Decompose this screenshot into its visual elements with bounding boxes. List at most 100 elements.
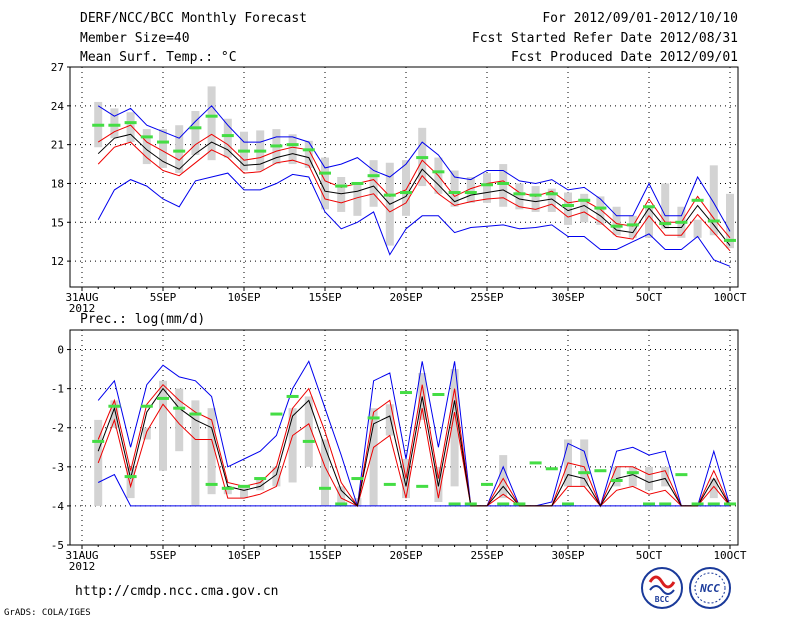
y-tick-label: 15: [51, 216, 64, 229]
source-url[interactable]: http://cmdp.ncc.cma.gov.cn: [75, 584, 279, 599]
y-tick-label: 12: [51, 255, 64, 268]
spread-bar: [645, 466, 653, 491]
spread-bar: [288, 408, 297, 483]
x-tick-label: 31AUG: [65, 549, 98, 562]
spread-bar: [321, 157, 329, 210]
member-size-label: Member Size=40: [80, 31, 190, 46]
x-tick-label: 25SEP: [470, 549, 503, 562]
forecast-period: For 2012/09/01-2012/10/10: [542, 11, 738, 26]
spread-bar: [272, 466, 281, 487]
lower-band-line: [97, 403, 731, 507]
spread-bar: [402, 160, 410, 216]
spread-bar: [110, 400, 119, 428]
x-tick-label: 20SEP: [389, 291, 422, 304]
spread-bar: [450, 170, 459, 207]
x-tick-label: 10OCT: [713, 549, 746, 562]
y-tick-label: -3: [51, 461, 64, 474]
spread-bar: [94, 419, 103, 506]
spread-bar: [240, 486, 248, 499]
spread-bar: [726, 193, 734, 249]
spread-bar: [385, 404, 394, 436]
spread-bar: [353, 498, 362, 506]
bcc-swirl-icon: [648, 575, 676, 589]
precip-panel-frame: [69, 329, 739, 546]
x-tick-label: 30SEP: [551, 291, 584, 304]
ncc-globe-icon: [694, 572, 726, 604]
mean-line: [97, 133, 731, 246]
x-tick-label: 5SEP: [150, 549, 177, 562]
min-line: [97, 473, 730, 507]
spread-bar: [304, 396, 313, 467]
spread-bar: [191, 400, 200, 506]
spread-bar: [709, 165, 718, 236]
x-tick-label: 5OCT: [636, 291, 663, 304]
y-tick-label: -2: [51, 422, 64, 435]
spread-bar: [159, 129, 167, 168]
mean-line: [97, 387, 731, 507]
spread-bar: [207, 408, 216, 495]
spread-bar: [628, 466, 637, 487]
spread-bar: [580, 193, 589, 223]
x-tick-label: 5SEP: [150, 291, 177, 304]
spread-bar: [628, 215, 637, 238]
spread-bar: [580, 439, 589, 487]
spread-bar: [564, 192, 572, 225]
spread-bar: [466, 177, 475, 203]
spread-bar: [223, 486, 232, 495]
y-tick-label: -4: [51, 500, 65, 513]
spread-bar: [175, 388, 184, 452]
spread-bar: [499, 455, 508, 499]
spread-bar: [142, 129, 151, 165]
min-line: [97, 172, 731, 267]
bcc-logo: BCC: [641, 567, 683, 609]
y-tick-label: 0: [57, 344, 64, 357]
spread-bar: [142, 427, 151, 440]
ncc-logo: NCC: [689, 567, 731, 609]
refer-date: Fcst Started Refer Date 2012/08/31: [472, 31, 738, 46]
spread-bar: [256, 478, 265, 491]
spread-bar: [321, 439, 329, 506]
spread-bar: [304, 140, 313, 168]
spread-bar: [547, 188, 556, 212]
produced-date: Fcst Produced Date 2012/09/01: [511, 50, 738, 65]
spread-bar: [337, 177, 346, 212]
spread-bar: [288, 134, 297, 165]
precip-panel-title: Prec.: log(mm/d): [80, 312, 205, 327]
spread-bar: [612, 206, 621, 236]
spread-bar: [369, 408, 378, 506]
spread-bar: [596, 196, 605, 225]
lower-band-line: [97, 141, 731, 252]
upper-band-line: [97, 124, 731, 239]
temp-panel-frame: [69, 66, 739, 288]
grads-credit: GrADS: COLA/IGES: [4, 608, 91, 618]
spread-bar: [483, 173, 491, 203]
spread-bar: [126, 112, 135, 143]
ncc-logo-text: NCC: [699, 582, 720, 595]
spread-bar: [337, 486, 346, 506]
x-tick-label: 20SEP: [389, 549, 422, 562]
spread-bar: [709, 478, 718, 499]
spread-bar: [110, 108, 119, 139]
spread-bar: [223, 118, 232, 158]
y-tick-label: 27: [51, 61, 64, 74]
spread-bar: [175, 125, 184, 174]
x-tick-label: 15SEP: [308, 549, 341, 562]
variable-label: Mean Surf. Temp.: °C: [80, 50, 237, 65]
spread-bar: [531, 186, 540, 212]
x-tick-label: 10OCT: [713, 291, 746, 304]
y-tick-label: -5: [51, 539, 64, 552]
spread-bar: [693, 219, 702, 238]
chart-title: DERF/NCC/BCC Monthly Forecast: [80, 11, 307, 26]
spread-bar: [126, 466, 135, 499]
y-tick-label: 21: [51, 139, 64, 152]
y-tick-label: 24: [51, 100, 65, 113]
y-tick-label: -1: [51, 383, 64, 396]
spread-bar: [353, 183, 362, 216]
spread-bar: [450, 369, 459, 487]
x-tick-label: 15SEP: [308, 291, 341, 304]
spread-bar: [369, 160, 378, 207]
